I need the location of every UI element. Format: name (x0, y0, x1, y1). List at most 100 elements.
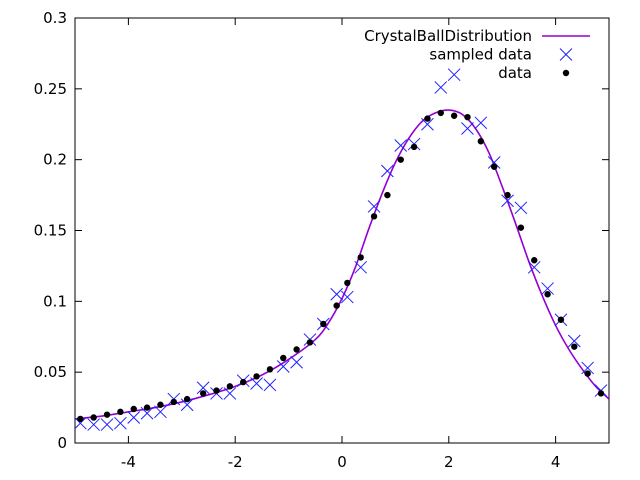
sampled-data-point-stroke (514, 201, 528, 215)
data-point (213, 387, 220, 394)
data-point (344, 279, 351, 287)
data-point (130, 405, 137, 413)
sampled-data-point (527, 260, 541, 274)
data-point (157, 401, 164, 408)
data-point (199, 390, 207, 397)
sampled-data-point (154, 405, 167, 419)
data-point (517, 224, 525, 231)
data-point (240, 378, 247, 386)
sampled-data-point-stroke (567, 334, 581, 348)
sampled-data-point-stroke (487, 156, 501, 169)
axes: -4 -2 0 2 4 0 0.05 0.1 0.15 0.2 0.25 0.3 (34, 9, 610, 471)
sampled-data-point (340, 290, 354, 304)
legend-label: data (498, 64, 532, 82)
sampled-data-point-stroke (140, 406, 154, 420)
sampled-data-point (487, 156, 501, 169)
x-tick-label: 4 (551, 453, 561, 471)
data-point (397, 156, 404, 163)
y-tick-label: 0.15 (34, 222, 67, 240)
data-point (597, 390, 605, 397)
sampled-data-point (514, 201, 528, 215)
y-tick-label: 0.3 (43, 9, 67, 27)
sampled-data-point (140, 406, 154, 420)
sampled-data-point (434, 81, 448, 94)
sampled-data-point (394, 139, 408, 152)
legend-swatch-dot (562, 69, 570, 77)
data-point (571, 343, 578, 350)
data-point (504, 191, 511, 199)
sampled-data-point (276, 360, 290, 373)
data-point (437, 109, 444, 117)
sampled-data-point (127, 411, 141, 424)
data-point (424, 115, 431, 122)
sampled-data-point (567, 334, 581, 348)
sampled-data-point (461, 122, 474, 135)
sampled-data-point (474, 116, 488, 130)
series-line-crystalball (75, 109, 609, 420)
data-point (170, 398, 177, 406)
sampled-data-point (447, 68, 461, 82)
data-point (293, 346, 300, 353)
x-tick-label: -2 (228, 453, 243, 471)
sampled-data-point-stroke (276, 360, 290, 373)
sampled-data-point (250, 377, 263, 390)
data-point (544, 291, 551, 298)
sampled-data-point (290, 355, 303, 369)
data-point (280, 354, 287, 362)
data-point (357, 254, 364, 261)
data-point (90, 414, 97, 421)
sampled-data-point (196, 381, 210, 395)
sampled-data-point (223, 387, 237, 400)
plot-area (75, 68, 609, 431)
sampled-data-point-stroke (434, 81, 448, 94)
data-point (584, 370, 591, 377)
legend-label: sampled data (429, 46, 532, 64)
sampled-data-point (263, 378, 277, 392)
sampled-data-point (354, 260, 368, 274)
data-point (384, 191, 391, 199)
data-point (333, 302, 340, 309)
sampled-data-point (541, 282, 554, 295)
x-tick-label: -4 (121, 453, 136, 471)
x-tick-label: 2 (444, 453, 454, 471)
sampled-data-point-stroke (354, 260, 368, 274)
data-point (370, 213, 378, 220)
sampled-data-point (381, 164, 394, 178)
sampled-data-point (87, 418, 101, 431)
data-point (183, 395, 191, 403)
sampled-data-point-stroke (541, 282, 554, 295)
data-point (117, 408, 124, 416)
legend-swatch-x (559, 48, 573, 61)
sampled-data-point-stroke (367, 200, 381, 213)
data-point (464, 113, 471, 121)
sampled-data-point-stroke (154, 405, 167, 419)
sampled-data-point-stroke (127, 411, 141, 424)
sampled-data-point (114, 416, 127, 430)
y-tick-label: 0.25 (34, 80, 67, 98)
data-point (531, 257, 538, 264)
data-point (477, 138, 485, 145)
sampled-data-point-stroke (394, 139, 408, 152)
sampled-data-point (75, 416, 87, 430)
sampled-data-point (330, 287, 344, 301)
data-point (410, 143, 418, 151)
sampled-data-point-stroke (223, 387, 237, 400)
data-point (253, 373, 260, 380)
data-point (557, 316, 565, 323)
sampled-data-point-stroke (527, 260, 541, 274)
sampled-data-point-stroke (250, 377, 263, 390)
data-point (266, 366, 274, 373)
x-tick-label: 0 (337, 453, 347, 471)
data-point (143, 404, 151, 411)
sampled-data-point-stroke (581, 361, 594, 375)
sampled-data-point-stroke (381, 164, 394, 178)
sampled-data-point (100, 418, 114, 431)
sampled-data-point-stroke (340, 290, 354, 304)
y-tick-label: 0.1 (43, 292, 67, 310)
sampled-data-point-stroke (461, 122, 474, 135)
sampled-data-point-stroke (447, 68, 461, 82)
data-point (77, 415, 84, 423)
sampled-data-point-stroke (100, 418, 114, 431)
